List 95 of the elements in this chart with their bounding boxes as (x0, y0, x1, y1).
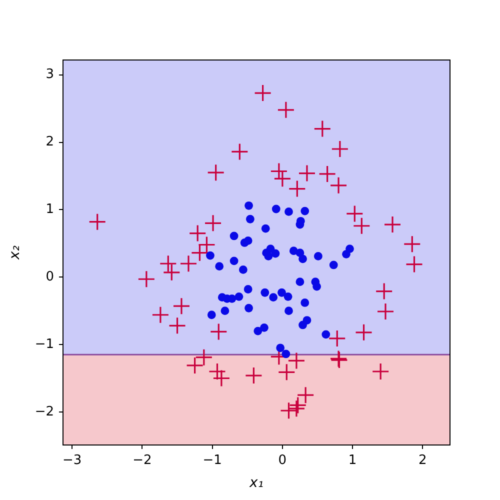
point (234, 292, 244, 301)
point (331, 140, 349, 158)
point (244, 201, 253, 210)
point (318, 165, 336, 183)
point (314, 120, 332, 138)
point (296, 386, 314, 404)
point (88, 213, 106, 231)
point (376, 302, 394, 320)
point (288, 352, 306, 370)
point (207, 310, 216, 320)
point (138, 270, 156, 288)
point (289, 396, 307, 414)
point (246, 214, 254, 224)
point (180, 254, 198, 272)
point (284, 292, 292, 301)
point (204, 214, 222, 232)
point (354, 324, 373, 342)
point (212, 369, 230, 388)
point (230, 256, 238, 266)
y-tick-label: 1 (46, 202, 54, 218)
point (322, 330, 330, 339)
point (330, 176, 348, 194)
point (372, 362, 390, 380)
point (298, 254, 307, 264)
point (244, 366, 262, 384)
x-tick-label: 2 (418, 453, 427, 468)
point (352, 217, 370, 235)
point (288, 400, 306, 418)
x-tick-label: 0 (278, 453, 287, 468)
point (172, 297, 190, 315)
point (244, 236, 252, 245)
y-tick-label: 2 (46, 134, 54, 150)
y-axis-title: x₂ (7, 245, 24, 260)
y-tick-label: −1 (34, 336, 54, 352)
point (264, 252, 273, 260)
x-tick-label: −1 (202, 453, 222, 468)
x-tick-label: 1 (348, 453, 357, 468)
point (298, 164, 316, 182)
point (271, 249, 280, 258)
point (230, 232, 238, 240)
point (300, 298, 310, 307)
point (168, 316, 186, 334)
y-tick-label: −2 (34, 404, 54, 420)
y-tick-label: 3 (46, 67, 54, 82)
point (284, 208, 293, 216)
point (302, 316, 312, 324)
point (244, 304, 253, 312)
point (284, 306, 293, 316)
point (346, 244, 354, 253)
point (198, 236, 216, 254)
point (220, 306, 230, 316)
point (403, 235, 421, 253)
point (260, 288, 270, 297)
x-tick-label: −2 (132, 453, 152, 468)
point (277, 101, 295, 119)
point (208, 362, 226, 380)
point (254, 84, 272, 102)
point (384, 216, 402, 234)
point (238, 265, 248, 274)
point (278, 288, 286, 297)
point (230, 142, 248, 160)
x-tick-label: −3 (62, 453, 82, 468)
point (244, 285, 252, 294)
point (254, 326, 262, 336)
point (260, 323, 268, 332)
point (282, 350, 290, 358)
point (314, 252, 322, 260)
point (152, 306, 170, 324)
point (195, 348, 213, 366)
point (329, 260, 338, 270)
point (261, 224, 270, 233)
point (269, 293, 278, 302)
point (210, 322, 228, 341)
point (190, 244, 209, 262)
point (272, 204, 280, 214)
point (328, 330, 346, 348)
point (312, 282, 321, 291)
x-axis-title: x₁ (248, 475, 264, 492)
point (215, 262, 224, 271)
y-tick-label: 0 (46, 269, 54, 284)
point (278, 363, 296, 381)
point (188, 224, 206, 242)
point (346, 204, 364, 223)
point (288, 180, 306, 198)
point (296, 278, 304, 286)
point (186, 356, 204, 374)
point (159, 254, 177, 272)
point (206, 251, 214, 260)
point (207, 164, 225, 182)
point (300, 206, 310, 216)
point (405, 256, 424, 274)
point (276, 344, 285, 352)
point (280, 402, 298, 420)
point (375, 282, 393, 300)
point (162, 264, 180, 282)
